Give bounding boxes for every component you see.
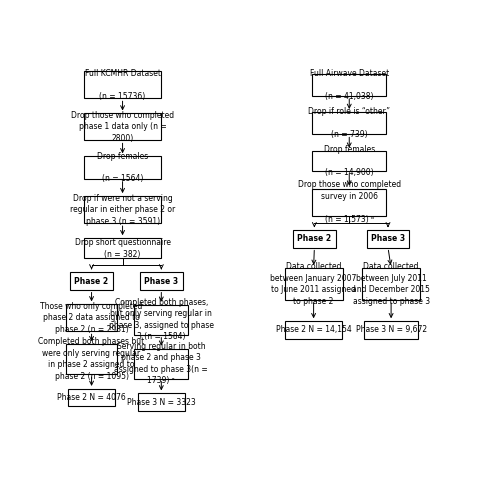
Text: Completed both phases,
but only serving regular in
phase 3, assigned to phase
3 : Completed both phases, but only serving … (109, 298, 214, 342)
FancyBboxPatch shape (366, 230, 410, 247)
Text: Phase 3 N = 9,672: Phase 3 N = 9,672 (356, 325, 426, 334)
Text: Drop if were not a serving
regular in either phase 2 or
phase 3 (n = 3591): Drop if were not a serving regular in ei… (70, 194, 175, 225)
FancyBboxPatch shape (66, 344, 117, 374)
FancyBboxPatch shape (312, 151, 386, 171)
FancyBboxPatch shape (134, 348, 188, 379)
Text: Drop if role is “other”

(n = 739): Drop if role is “other” (n = 739) (308, 107, 390, 139)
FancyBboxPatch shape (68, 389, 115, 406)
FancyBboxPatch shape (84, 156, 162, 179)
Text: Full Airwave Dataset

(n = 41,038): Full Airwave Dataset (n = 41,038) (310, 69, 389, 101)
Text: Drop those who completed
phase 1 data only (n =
2800): Drop those who completed phase 1 data on… (71, 111, 174, 143)
Text: Phase 3 N = 3323: Phase 3 N = 3323 (127, 398, 196, 407)
Text: Phase 2 N = 14,154: Phase 2 N = 14,154 (276, 325, 351, 334)
FancyBboxPatch shape (138, 393, 184, 410)
Text: Phase 3: Phase 3 (144, 277, 178, 285)
FancyBboxPatch shape (293, 230, 336, 247)
Text: Phase 3: Phase 3 (371, 234, 405, 244)
FancyBboxPatch shape (84, 71, 162, 99)
FancyBboxPatch shape (134, 305, 188, 335)
FancyBboxPatch shape (84, 196, 162, 223)
Text: Drop females

(n = 14,900): Drop females (n = 14,900) (324, 145, 375, 177)
Text: Drop females

(n = 1564): Drop females (n = 1564) (97, 152, 148, 183)
FancyBboxPatch shape (84, 238, 162, 259)
FancyBboxPatch shape (84, 113, 162, 141)
Text: Drop those who completed
survey in 2006

(n = 1,573) ᵇ: Drop those who completed survey in 2006 … (298, 181, 401, 224)
Text: Drop short questionnaire
(n = 382): Drop short questionnaire (n = 382) (74, 238, 170, 259)
Text: Data collected
between January 2007
to June 2011 assigned
to phase 2: Data collected between January 2007 to J… (270, 263, 357, 305)
Text: Data collected
between July 2011
and December 2015
assigned to phase 3: Data collected between July 2011 and Dec… (352, 263, 430, 305)
FancyBboxPatch shape (66, 305, 117, 331)
FancyBboxPatch shape (284, 268, 343, 300)
FancyBboxPatch shape (312, 112, 386, 135)
Text: Those who only completed
phase 2 data assigned to
phase 2 (n = 2981): Those who only completed phase 2 data as… (40, 302, 143, 334)
FancyBboxPatch shape (312, 74, 386, 96)
FancyBboxPatch shape (364, 321, 418, 339)
FancyBboxPatch shape (312, 188, 386, 216)
Text: Phase 2: Phase 2 (298, 234, 332, 244)
Text: Full KCMHR Dataset

(n = 15736): Full KCMHR Dataset (n = 15736) (84, 69, 160, 101)
FancyBboxPatch shape (140, 272, 182, 290)
FancyBboxPatch shape (285, 321, 343, 339)
FancyBboxPatch shape (362, 268, 420, 300)
Text: Completed both phases but
were only serving regular
in phase 2 assigned to
phase: Completed both phases but were only serv… (38, 338, 144, 381)
Text: Serving regular in both
phase 2 and phase 3
assigned to phase 3(n =
1739) ᵃ: Serving regular in both phase 2 and phas… (114, 342, 208, 386)
Text: Phase 2 N = 4076: Phase 2 N = 4076 (57, 393, 126, 402)
Text: Phase 2: Phase 2 (74, 277, 108, 285)
FancyBboxPatch shape (70, 272, 113, 290)
